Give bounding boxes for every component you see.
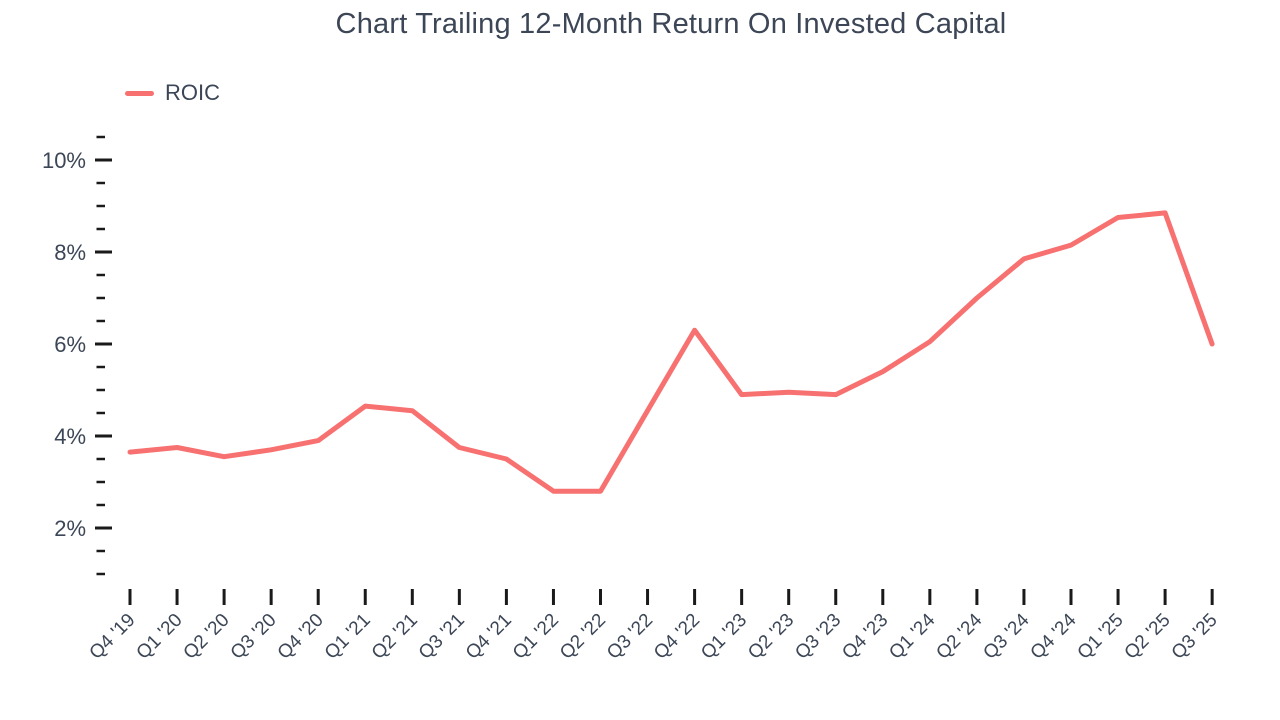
y-axis-tick-label: 6% (54, 332, 86, 357)
x-axis-tick (646, 589, 650, 605)
x-axis-tick (222, 589, 226, 605)
x-axis-tick (410, 589, 414, 605)
x-axis-tick (834, 589, 838, 605)
x-axis-tick-label: Q3 '23 (791, 610, 845, 664)
x-axis-tick-label: Q4 '24 (1027, 609, 1081, 663)
x-axis-tick (128, 589, 132, 605)
y-axis-major-tick (95, 250, 112, 254)
y-axis-minor-tick (96, 503, 105, 507)
x-axis-tick-label: Q1 '25 (1074, 610, 1128, 664)
x-axis-tick (1116, 589, 1120, 605)
y-axis-minor-tick (96, 365, 105, 369)
x-axis-tick (693, 589, 697, 605)
x-axis-tick-label: Q2 '23 (744, 610, 798, 664)
x-axis-tick-label: Q3 '24 (979, 609, 1033, 663)
x-axis-tick (504, 589, 508, 605)
y-axis-minor-tick (96, 480, 105, 484)
x-axis-tick (1022, 589, 1026, 605)
y-axis-major-tick (95, 158, 112, 162)
x-axis-tick (1163, 589, 1167, 605)
x-axis-tick-label: Q2 '22 (556, 610, 610, 664)
x-axis-tick (1210, 589, 1214, 605)
x-axis-tick-label: Q1 '21 (321, 610, 375, 664)
legend: ROIC (125, 80, 220, 106)
x-axis-tick-label: Q2 '24 (932, 609, 986, 663)
x-axis-tick (551, 589, 555, 605)
x-axis-tick (175, 589, 179, 605)
y-axis-major-tick (95, 526, 112, 530)
y-axis-minor-tick (96, 457, 105, 461)
y-axis-minor-tick (96, 411, 105, 415)
x-axis-tick (928, 589, 932, 605)
y-axis-minor-tick (96, 319, 105, 323)
x-axis-tick (316, 589, 320, 605)
x-axis-tick-label: Q2 '20 (180, 610, 234, 664)
x-axis-tick (740, 589, 744, 605)
x-axis-tick-label: Q4 '23 (838, 610, 892, 664)
y-axis-tick-label: 10% (42, 148, 86, 173)
roic-line (127, 210, 1215, 494)
x-axis-tick-label: Q2 '25 (1121, 610, 1175, 664)
x-axis-tick (457, 589, 461, 605)
legend-label: ROIC (165, 80, 220, 105)
chart-title: Chart Trailing 12-Month Return On Invest… (335, 8, 1007, 40)
x-axis-tick-label: Q1 '23 (697, 610, 751, 664)
x-axis-tick (269, 589, 273, 605)
y-axis-major-tick (95, 342, 112, 346)
x-axis-tick (363, 589, 367, 605)
x-axis-tick-label: Q1 '20 (133, 610, 187, 664)
x-axis-tick (975, 589, 979, 605)
x-axis-tick-label: Q3 '22 (603, 610, 657, 664)
y-axis-minor-tick (96, 135, 105, 139)
y-axis-minor-tick (96, 296, 105, 300)
x-axis-tick-label: Q4 '22 (650, 610, 704, 664)
y-axis-minor-tick (96, 388, 105, 392)
x-axis-tick (599, 589, 602, 605)
x-axis-tick (787, 589, 791, 605)
y-axis-tick-label: 2% (54, 516, 86, 541)
x-axis-tick (881, 589, 885, 605)
y-axis-minor-tick (96, 549, 105, 553)
x-axis-tick-label: Q4 '21 (462, 610, 516, 664)
y-axis-minor-tick (96, 204, 105, 208)
x-axis-tick-label: Q3 '20 (227, 610, 281, 664)
x-axis-tick-label: Q3 '25 (1168, 610, 1222, 664)
y-axis-minor-tick (96, 273, 105, 277)
y-axis-tick-label: 8% (54, 240, 86, 265)
x-axis-tick-label: Q4 '19 (86, 610, 140, 664)
legend-swatch (125, 90, 154, 96)
x-axis-tick-label: Q4 '20 (274, 610, 328, 664)
x-axis-tick (1069, 589, 1073, 605)
y-axis-major-tick (95, 434, 112, 438)
x-axis-tick-label: Q1 '24 (885, 609, 939, 663)
x-axis-tick-label: Q3 '21 (415, 610, 469, 664)
y-axis-minor-tick (96, 181, 105, 185)
x-axis-tick-label: Q1 '22 (509, 610, 563, 664)
y-axis-minor-tick (96, 572, 105, 576)
y-axis-tick-label: 4% (54, 424, 86, 449)
x-axis-tick-label: Q2 '21 (368, 610, 422, 664)
y-axis-minor-tick (96, 227, 105, 231)
